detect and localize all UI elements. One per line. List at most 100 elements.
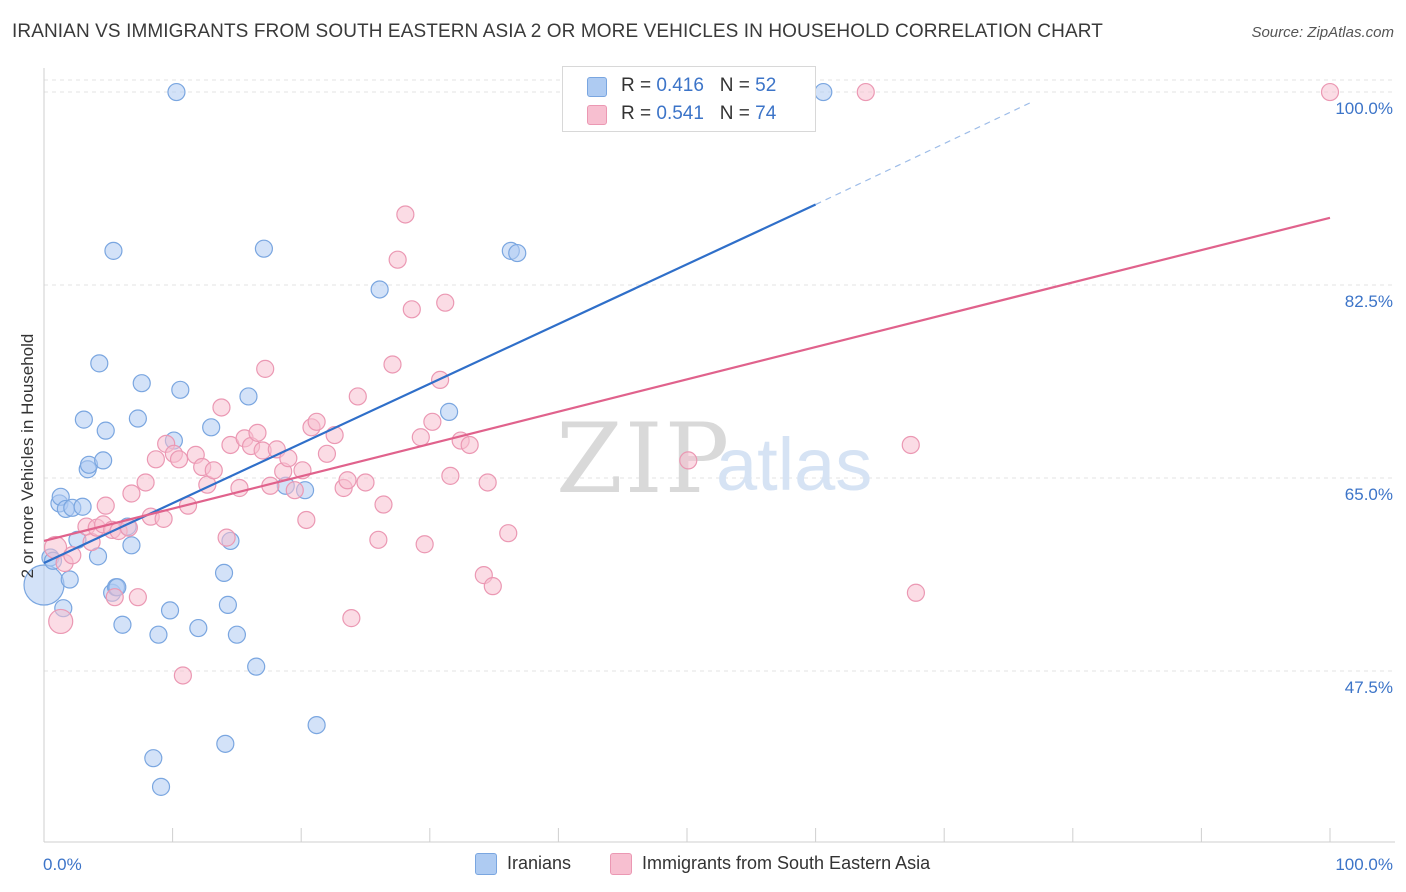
point-sea	[441, 466, 460, 485]
source-label: Source: ZipAtlas.com	[1251, 24, 1394, 41]
point-iranians	[247, 657, 266, 676]
point-sea	[122, 484, 141, 503]
point-sea	[105, 588, 124, 607]
point-sea	[374, 495, 393, 514]
point-sea	[478, 473, 497, 492]
point-iranians	[122, 536, 141, 555]
point-sea	[906, 583, 926, 602]
legend: Iranians Immigrants from South Eastern A…	[0, 852, 1406, 878]
point-sea	[342, 609, 361, 628]
point-iranians	[307, 715, 326, 735]
point-iranians	[160, 601, 180, 620]
point-sea	[369, 530, 388, 549]
watermark-zip: ZIP	[556, 403, 731, 515]
point-iranians	[144, 749, 163, 768]
point-iranians	[90, 354, 109, 373]
point-sea	[317, 444, 337, 463]
y-tick-label: 100.0%	[1335, 99, 1393, 118]
y-tick-label: 47.5%	[1345, 678, 1393, 697]
r-label: R =	[621, 75, 657, 96]
point-sea	[356, 473, 375, 492]
point-sea	[415, 535, 434, 554]
point-iranians	[508, 243, 527, 263]
point-iranians	[227, 625, 246, 644]
point-sea	[96, 496, 115, 515]
point-sea	[307, 412, 326, 431]
point-sea	[48, 608, 74, 635]
point-iranians	[74, 410, 93, 429]
trend-lines	[43, 100, 1331, 564]
point-sea	[204, 461, 223, 480]
point-sea	[411, 428, 430, 447]
stats-swatch-sea	[587, 105, 607, 125]
point-sea	[169, 450, 189, 469]
trend-line-sea	[43, 216, 1331, 542]
point-sea	[460, 435, 479, 455]
axes	[43, 68, 1395, 843]
y-tick-label: 82.5%	[1345, 292, 1393, 311]
r-value-iranians: 0.416	[656, 75, 704, 96]
watermark-atlas: atlas	[716, 423, 872, 506]
y-tick-label: 65.0%	[1345, 485, 1393, 504]
point-sea	[901, 435, 920, 455]
point-iranians	[370, 280, 389, 299]
point-sea	[483, 577, 502, 596]
point-iranians	[60, 570, 79, 589]
point-sea	[136, 473, 155, 492]
scatter-points	[23, 82, 1340, 796]
stats-swatch-iranians	[587, 77, 607, 97]
point-iranians	[218, 595, 237, 614]
point-iranians	[439, 402, 459, 421]
point-sea	[383, 355, 402, 374]
point-iranians	[73, 497, 92, 516]
point-sea	[423, 412, 442, 431]
n-value-sea: 74	[755, 103, 777, 124]
point-sea	[856, 82, 875, 102]
point-sea	[436, 293, 455, 312]
tick-labels: 47.5% 65.0% 82.5% 100.0% 0.0% 100.0%	[43, 99, 1393, 874]
point-iranians	[104, 241, 123, 260]
x-tick-label-max: 100.0%	[1335, 855, 1393, 874]
point-sea	[388, 250, 407, 269]
point-sea	[348, 387, 367, 406]
point-iranians	[216, 734, 235, 753]
point-sea	[679, 451, 698, 470]
point-iranians	[149, 625, 168, 644]
point-iranians	[171, 380, 190, 399]
point-sea	[256, 359, 275, 378]
point-iranians	[189, 618, 208, 638]
n-label: N =	[719, 75, 756, 96]
point-iranians	[96, 421, 115, 440]
n-value-iranians: 52	[755, 75, 777, 96]
point-iranians	[151, 777, 171, 796]
trend-line-iranians	[43, 203, 817, 564]
point-sea	[402, 300, 421, 319]
point-sea	[396, 205, 415, 224]
y-axis-title: 2 or more Vehicles in Household	[18, 333, 37, 579]
gridlines	[44, 79, 1395, 672]
chart-title: IRANIAN VS IMMIGRANTS FROM SOUTH EASTERN…	[12, 21, 1103, 42]
legend-label-iranians: Iranians	[507, 853, 572, 873]
point-sea	[1320, 82, 1340, 102]
point-sea	[499, 524, 518, 543]
point-sea	[173, 666, 192, 685]
point-sea	[128, 588, 147, 607]
point-iranians	[128, 409, 147, 428]
point-sea	[248, 423, 267, 442]
legend-label-sea: Immigrants from South Eastern Asia	[642, 853, 931, 873]
point-sea	[285, 481, 304, 500]
point-sea	[338, 471, 357, 490]
point-sea	[297, 510, 316, 530]
point-iranians	[94, 451, 113, 470]
point-iranians	[202, 418, 221, 437]
point-iranians	[113, 615, 132, 634]
point-iranians	[132, 374, 151, 393]
point-sea	[146, 450, 165, 469]
stats-box: R = 0.416 N = 52 R = 0.541 N = 74	[562, 66, 816, 132]
r-label: R =	[621, 103, 657, 124]
point-iranians	[814, 82, 833, 102]
trend-extension-iranians	[815, 100, 1035, 206]
point-iranians	[239, 387, 258, 406]
point-sea	[212, 398, 231, 417]
